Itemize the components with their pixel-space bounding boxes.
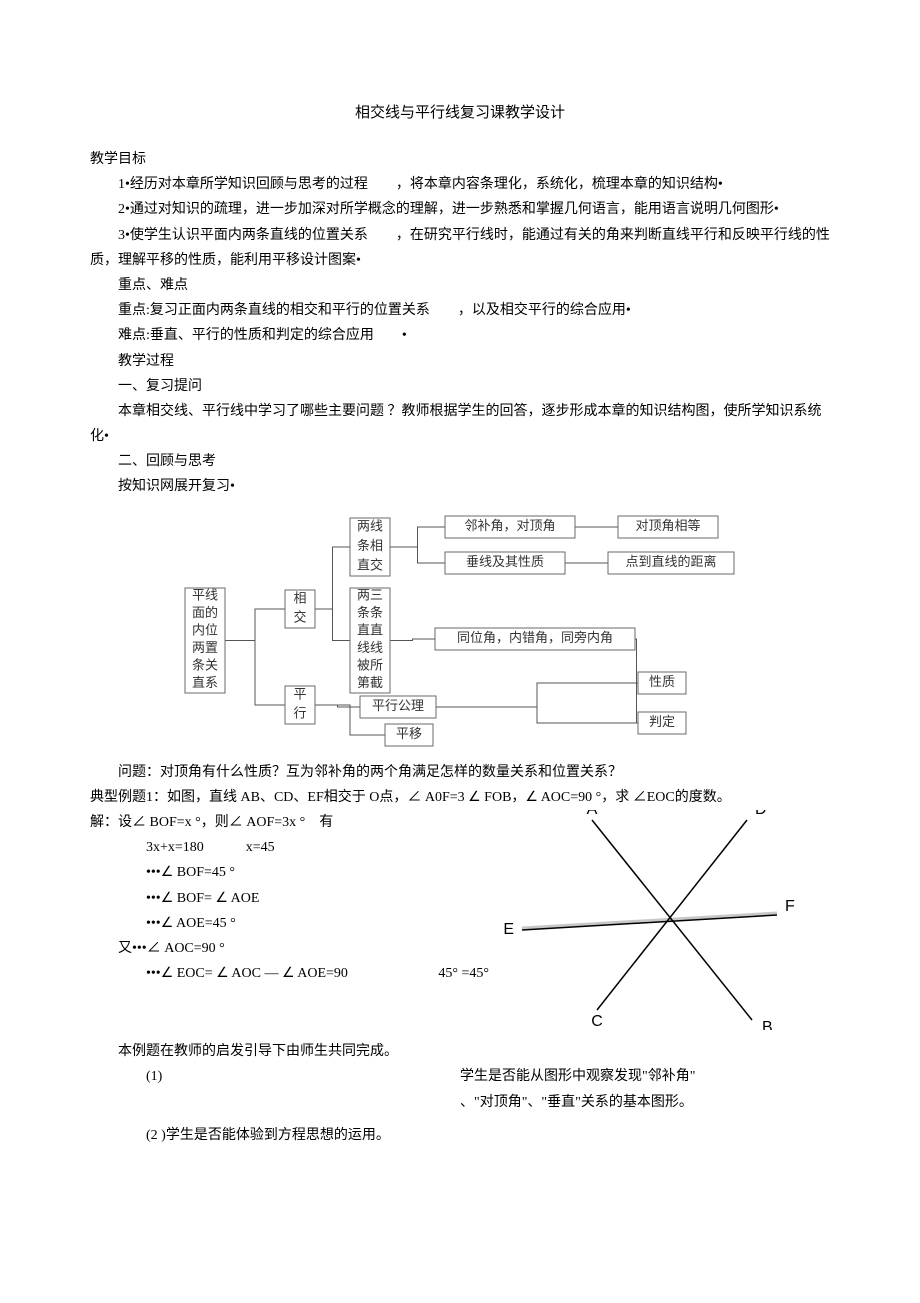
svg-text:条条: 条条 xyxy=(357,605,383,620)
svg-text:被所: 被所 xyxy=(357,657,383,672)
svg-text:判定: 判定 xyxy=(649,714,675,729)
svg-text:内位: 内位 xyxy=(192,622,218,637)
para-3: 3•使学生认识平面内两条直线的位置关系 ，在研究平行线时，能通过有关的角来判断直… xyxy=(90,223,830,273)
heading-review: 一、复习提问 xyxy=(90,374,830,399)
svg-text:条相: 条相 xyxy=(357,538,383,553)
svg-text:同位角，内错角，同旁内角: 同位角，内错角，同旁内角 xyxy=(457,630,613,645)
svg-text:直系: 直系 xyxy=(192,675,218,690)
footer-1-r2: 、"对顶角"、"垂直"关系的基本图形。 xyxy=(460,1090,830,1115)
svg-text:平: 平 xyxy=(293,686,306,701)
keypoint-1: 重点:复习正面内两条直线的相交和平行的位置关系 ，以及相交平行的综合应用• xyxy=(90,298,830,323)
svg-text:线线: 线线 xyxy=(357,640,383,655)
heading-rethink: 二、回顾与思考 xyxy=(90,449,830,474)
example-1: 典型例题1：如图，直线 AB、CD、EF相交于 O点，∠ A0F=3 ∠ FOB… xyxy=(90,785,830,810)
svg-text:平行公理: 平行公理 xyxy=(372,698,424,713)
svg-text:条关: 条关 xyxy=(192,657,218,672)
svg-text:F: F xyxy=(785,898,795,915)
footer-1-r1: 学生是否能从图形中观察发现"邻补角" xyxy=(460,1064,830,1089)
sol-line-3: •••∠ BOF=45 ° xyxy=(146,860,497,885)
question-1: 问题：对顶角有什么性质？互为邻补角的两个角满足怎样的数量关系和位置关系？ xyxy=(90,760,830,785)
sol-line-7b: 45° =45° xyxy=(348,961,497,986)
svg-text:交: 交 xyxy=(293,609,306,624)
heading-keypoints: 重点、难点 xyxy=(90,273,830,298)
solution-text: 解：设∠ BOF=x °，则∠ AOF=3x ° 有 3x+x=180 x=45… xyxy=(90,810,497,986)
para-1: 1•经历对本章所学知识回顾与思考的过程 ，将本章内容条理化，系统化，梳理本章的知… xyxy=(90,172,830,197)
svg-text:B: B xyxy=(762,1019,773,1030)
keypoint-2: 难点:垂直、平行的性质和判定的综合应用 • xyxy=(90,323,830,348)
svg-text:直直: 直直 xyxy=(357,622,383,637)
footer-2: (2 )学生是否能体验到方程思想的运用。 xyxy=(146,1123,830,1148)
svg-text:第截: 第截 xyxy=(357,675,383,690)
para-review: 本章相交线、平行线中学习了哪些主要问题 ？教师根据学生的回答，逐步形成本章的知识… xyxy=(90,399,830,449)
svg-text:性质: 性质 xyxy=(649,674,675,689)
svg-text:两三: 两三 xyxy=(357,587,383,602)
sol-line-6: 又•••∠ AOC=90 ° xyxy=(118,936,497,961)
sol-line-1: 解：设∠ BOF=x °，则∠ AOF=3x ° 有 xyxy=(90,810,497,835)
conclusion: 本例题在教师的启发引导下由师生共同完成。 xyxy=(90,1039,830,1064)
svg-text:两置: 两置 xyxy=(192,640,218,655)
svg-text:两线: 两线 xyxy=(357,518,383,533)
knowledge-tree-svg: 平线面的内位两置条关直系 相交平行 两线条相直交两三条条直直线线被所第截平行公理平移… xyxy=(180,508,740,748)
heading-process: 教学过程 xyxy=(90,349,830,374)
sol-line-7a: •••∠ EOC= ∠ AOC — ∠ AOE=90 xyxy=(146,961,348,986)
svg-text:行: 行 xyxy=(293,705,306,720)
svg-text:A: A xyxy=(587,810,598,818)
svg-text:相: 相 xyxy=(293,590,306,605)
svg-text:平线: 平线 xyxy=(192,587,218,602)
svg-text:对顶角相等: 对顶角相等 xyxy=(635,518,700,533)
heading-goal: 教学目标 xyxy=(90,147,830,172)
svg-text:D: D xyxy=(755,810,767,818)
svg-text:C: C xyxy=(591,1013,603,1030)
svg-text:平移: 平移 xyxy=(396,726,422,741)
figure-lines: A B C D E F xyxy=(497,810,830,1039)
sol-line-4: •••∠ BOF= ∠ AOE xyxy=(146,886,497,911)
svg-text:直交: 直交 xyxy=(357,557,383,572)
doc-title: 相交线与平行线复习课教学设计 xyxy=(90,100,830,127)
para-2: 2•通过对知识的疏理，进一步加深对所学概念的理解，进一步熟悉和掌握几何语言，能用… xyxy=(90,197,830,222)
sol-line-2: 3x+x=180 x=45 xyxy=(146,835,497,860)
svg-text:面的: 面的 xyxy=(192,605,218,620)
svg-text:邻补角，对顶角: 邻补角，对顶角 xyxy=(464,518,555,533)
svg-text:垂线及其性质: 垂线及其性质 xyxy=(466,554,544,569)
svg-text:E: E xyxy=(503,921,514,938)
knowledge-tree: 平线面的内位两置条关直系 相交平行 两线条相直交两三条条直直线线被所第截平行公理平移… xyxy=(90,508,830,748)
svg-text:点到直线的距离: 点到直线的距离 xyxy=(625,554,716,569)
intersecting-lines-svg: A B C D E F xyxy=(497,810,797,1030)
para-rethink: 按知识网展开复习• xyxy=(90,474,830,499)
sol-line-5: •••∠ AOE=45 ° xyxy=(146,911,497,936)
footer-1: (1) xyxy=(146,1064,460,1089)
